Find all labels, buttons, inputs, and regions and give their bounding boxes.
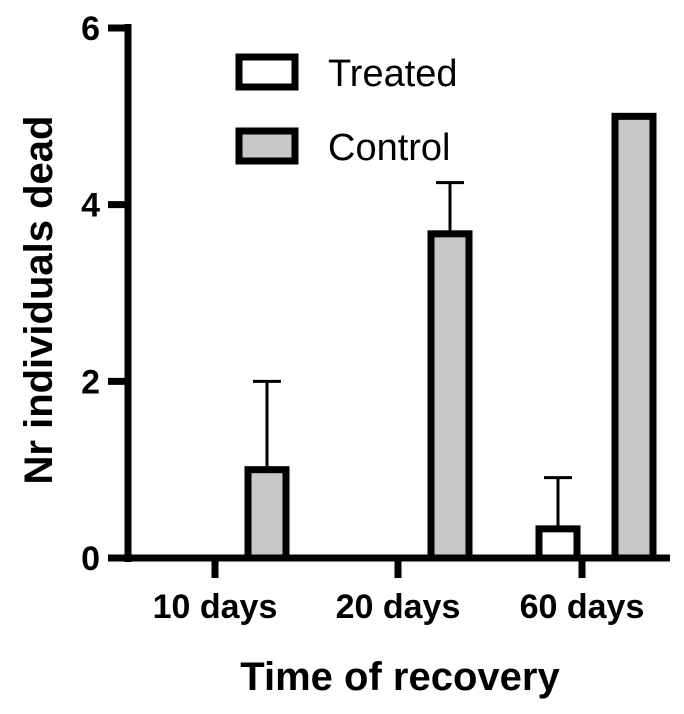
x-tick-label: 10 days: [153, 588, 278, 626]
legend-swatch-treated: [235, 53, 299, 91]
y-tick-label: 0: [81, 540, 100, 578]
y-axis-title: Nr individuals dead: [17, 116, 61, 485]
legend-label-control: Control: [328, 127, 451, 169]
bar-control: [611, 112, 657, 562]
y-tick-label: 4: [81, 187, 100, 225]
x-axis-title: Time of recovery: [240, 655, 560, 699]
bar-control: [427, 230, 473, 562]
legend: Treated Control: [235, 53, 458, 169]
y-tick-label: 2: [81, 363, 100, 401]
x-tick-label: 20 days: [336, 588, 461, 626]
legend-swatch-control: [235, 127, 299, 165]
y-tick-label: 6: [81, 10, 100, 48]
legend-label-treated: Treated: [328, 53, 458, 95]
x-tick-label: 60 days: [520, 588, 645, 626]
plot-area: 0 2 4 6 10 days 20 days 60 days: [81, 10, 670, 626]
bar-treated: [535, 525, 581, 562]
bar-control: [244, 466, 290, 562]
